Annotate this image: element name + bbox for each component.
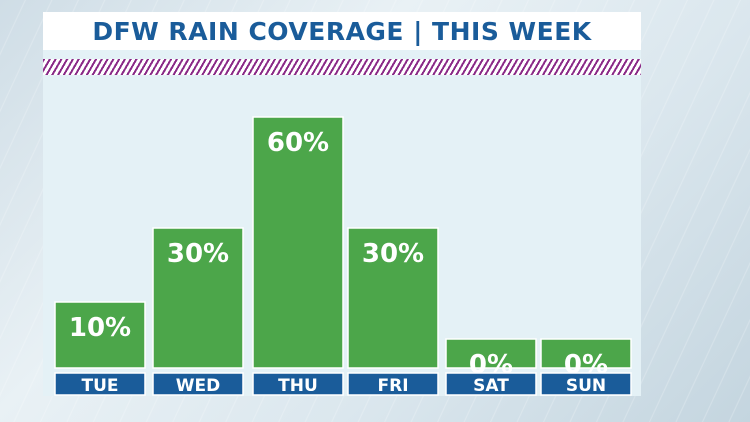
value-label-thu: 60%	[267, 128, 329, 158]
day-label-wed: WED	[176, 376, 220, 396]
day-label-tue: TUE	[81, 376, 118, 396]
day-label-sat: SAT	[473, 376, 509, 396]
value-label-wed: 30%	[167, 239, 229, 269]
bar-fri	[347, 227, 439, 369]
bar-sat	[445, 338, 537, 369]
title-bar: DFW RAIN COVERAGE | THIS WEEK	[43, 12, 641, 50]
bar-wed	[152, 227, 244, 369]
day-label-box-sat	[445, 372, 537, 396]
chart-title: DFW RAIN COVERAGE | THIS WEEK	[92, 16, 592, 46]
day-label-box-tue	[54, 372, 146, 396]
value-label-tue: 10%	[69, 313, 131, 343]
day-label-box-sun	[540, 372, 632, 396]
day-label-thu: THU	[278, 376, 318, 396]
day-label-box-wed	[152, 372, 244, 396]
day-label-fri: FRI	[377, 376, 408, 396]
bar-tue	[54, 301, 146, 369]
bar-sun	[540, 338, 632, 369]
day-label-box-fri	[347, 372, 439, 396]
day-label-sun: SUN	[566, 376, 606, 396]
day-label-box-thu	[252, 372, 344, 396]
bar-thu	[252, 116, 344, 369]
value-label-fri: 30%	[362, 239, 424, 269]
hatch-stripe	[43, 59, 641, 75]
